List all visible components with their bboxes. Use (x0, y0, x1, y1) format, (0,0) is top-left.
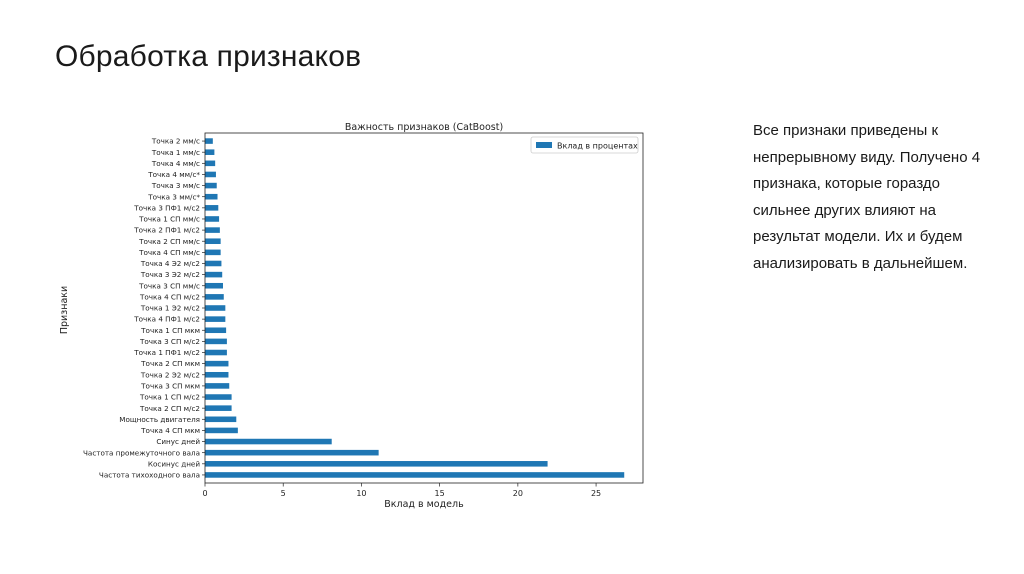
bar (205, 449, 379, 456)
x-ticks: 0 5 10 15 20 25 (202, 483, 601, 498)
y-tick-label: Точка 4 мм/с* (147, 170, 200, 179)
y-tick-label: Точка 1 СП мкм (140, 326, 200, 335)
bar (205, 316, 226, 322)
y-tick-label: Точка 4 СП мм/с (138, 248, 200, 257)
y-tick-label: Точка 2 СП мкм (140, 359, 200, 368)
bar (205, 338, 227, 345)
y-tick-label: Синус дней (156, 437, 200, 446)
bar (205, 171, 216, 178)
y-tick-label: Точка 3 СП м/с2 (139, 337, 200, 346)
y-tick-label: Косинус дней (148, 459, 200, 468)
y-tick-label: Частота промежуточного вала (83, 448, 200, 457)
y-tick-label: Точка 4 мм/с (151, 159, 200, 168)
bar (205, 260, 222, 267)
y-tick-label: Точка 1 ПФ1 м/с2 (133, 348, 200, 357)
bar (205, 461, 548, 467)
bar (205, 472, 625, 478)
bar (205, 394, 232, 400)
bar (205, 327, 227, 334)
bar (205, 427, 238, 434)
bar (205, 349, 227, 356)
bar (205, 405, 232, 411)
y-tick-label: Точка 4 ПФ1 м/с2 (133, 315, 200, 324)
legend-swatch (536, 142, 552, 148)
bar (205, 282, 223, 289)
chart-title: Важность признаков (CatBoost) (345, 122, 503, 133)
y-tick-label: Точка 3 СП мм/с (138, 281, 200, 290)
bar (205, 271, 223, 278)
bar (205, 193, 218, 200)
bar (205, 305, 226, 311)
bar (205, 227, 220, 233)
slide-title: Обработка признаков (55, 40, 362, 73)
bar (205, 416, 237, 423)
y-tick-label: Точка 1 Э2 м/с2 (140, 304, 200, 313)
bar (205, 216, 220, 222)
y-tick-label: Точка 4 Э2 м/с2 (140, 259, 200, 268)
y-tick-label: Точка 3 СП мкм (140, 382, 200, 391)
y-tick-label: Точка 2 мм/с (151, 137, 200, 146)
y-tick-label: Точка 2 ПФ1 м/с2 (133, 226, 200, 235)
bar (205, 160, 216, 167)
chart-svg: Важность признаков (CatBoost) Вклад в мо… (59, 122, 644, 510)
x-tick-label: 10 (356, 489, 366, 498)
x-tick-label: 15 (435, 489, 445, 498)
y-tick-label: Точка 4 СП м/с2 (139, 292, 200, 301)
y-tick-label: Точка 1 мм/с (151, 148, 200, 157)
bar (205, 371, 229, 378)
x-tick-label: 25 (591, 489, 601, 498)
y-tick-label: Точка 4 СП мкм (140, 426, 200, 435)
y-tick-label: Точка 2 СП м/с2 (139, 404, 200, 413)
feature-importance-chart: Важность признаков (CatBoost) Вклад в мо… (48, 110, 668, 515)
y-tick-label: Точка 3 мм/с* (147, 192, 200, 201)
legend: Вклад в процентах (530, 136, 639, 154)
plot-frame (204, 132, 644, 484)
y-axis-label: Признаки (59, 286, 70, 334)
y-tick-label: Точка 3 Э2 м/с2 (140, 270, 200, 279)
bars (205, 138, 625, 478)
y-tick-label: Точка 1 СП мм/с (138, 215, 200, 224)
y-tick-label: Точка 3 мм/с (151, 181, 200, 190)
y-tick-label: Точка 2 СП мм/с (138, 237, 200, 246)
bar (205, 360, 229, 367)
bar (205, 238, 221, 245)
bar (205, 438, 332, 445)
bar (205, 205, 219, 211)
y-tick-label: Точка 1 СП м/с2 (139, 393, 200, 402)
y-tick-label: Частота тихоходного вала (99, 471, 200, 480)
bar (205, 138, 213, 144)
x-tick-label: 20 (513, 489, 523, 498)
x-axis-label: Вклад в модель (384, 499, 464, 510)
y-tick-label: Мощность двигателя (119, 415, 200, 424)
legend-label: Вклад в процентах (557, 142, 638, 151)
y-tick-labels: Точка 2 мм/с Точка 1 мм/с Точка 4 мм/с Точк… (83, 137, 205, 480)
x-tick-label: 0 (202, 489, 207, 498)
bar (205, 294, 224, 300)
x-tick-label: 5 (281, 489, 286, 498)
legend-box (530, 136, 639, 154)
slide-description: Все признаки приведены к непрерывному ви… (753, 122, 981, 272)
y-tick-label: Точка 2 Э2 м/с2 (140, 370, 200, 379)
bar (205, 383, 230, 389)
bar (205, 249, 221, 256)
bar (205, 149, 215, 155)
y-tick-label: Точка 3 ПФ1 м/с2 (133, 203, 200, 212)
bar (205, 182, 217, 189)
